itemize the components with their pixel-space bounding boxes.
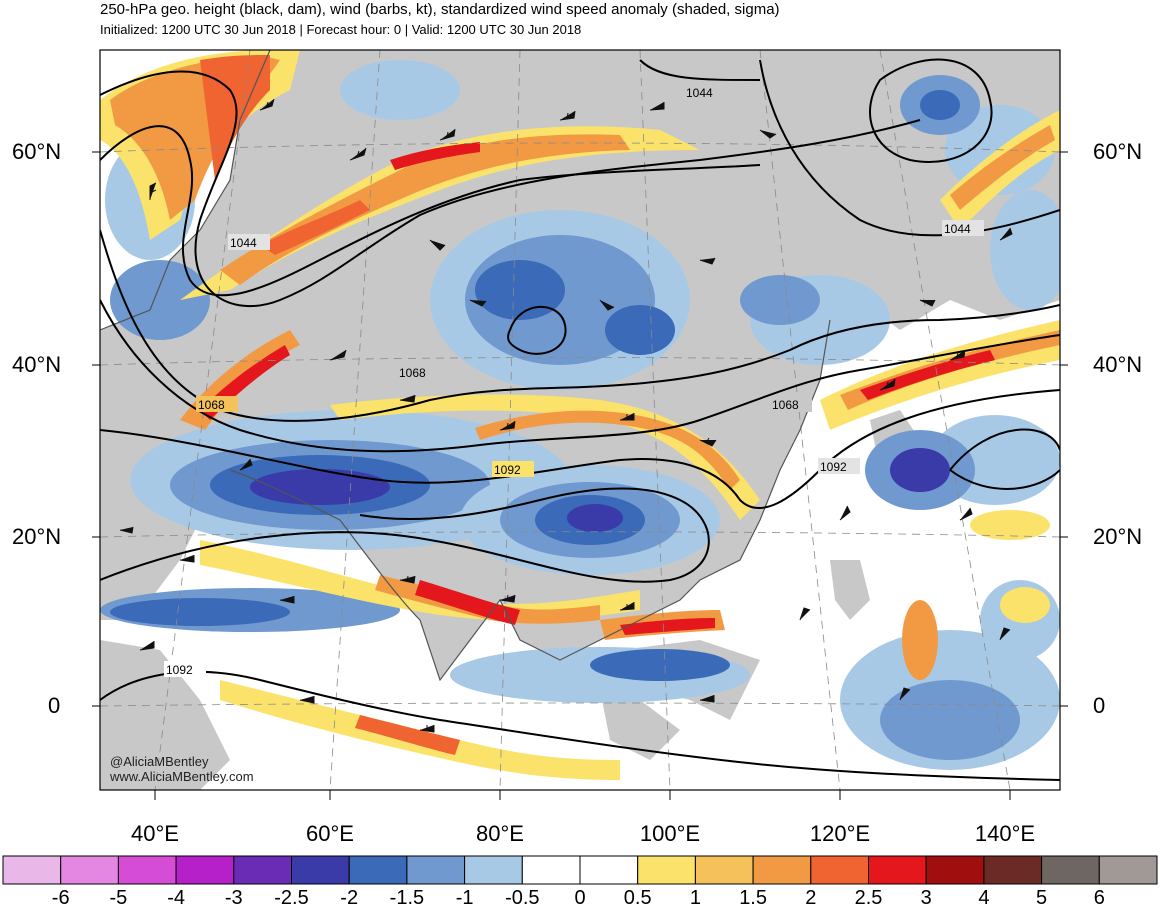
colorbar-tick-label: -5	[109, 887, 128, 909]
colorbar-tick-label: -3	[224, 887, 243, 909]
colorbar-swatch	[233, 855, 293, 885]
lon-label-60e: 60°E	[306, 821, 354, 846]
colorbar-swatch	[983, 855, 1043, 885]
colorbar-swatch	[60, 855, 119, 885]
colorbar-swatch	[694, 855, 754, 885]
colorbar-tick-label: 0.5	[623, 887, 652, 909]
contour-label-1044-west: 1044	[230, 236, 257, 250]
colorbar	[2, 855, 1158, 885]
contour-label-1092-east: 1092	[820, 460, 847, 474]
colorbar-swatch	[868, 855, 927, 885]
height-contours	[100, 58, 1060, 781]
map-title: 250-hPa geo. height (black, dam), wind (…	[100, 1, 780, 18]
colorbar-swatch	[291, 855, 350, 885]
colorbar-tick-label: 1.5	[739, 887, 767, 909]
colorbar-tick-label: 2.5	[854, 887, 883, 909]
colorbar-swatch	[1041, 855, 1100, 885]
lat-label-40n-left: 40°N	[12, 352, 62, 377]
credit-handle: @AliciaMBentley	[110, 754, 209, 769]
colorbar-tick-label: -2	[340, 887, 359, 909]
lat-label-40n-right: 40°N	[1093, 352, 1143, 377]
coastlines	[100, 50, 831, 682]
lon-label-120e: 120°E	[809, 821, 871, 846]
colorbar-tick-label: 6	[1093, 887, 1105, 909]
colorbar-swatch	[348, 855, 408, 885]
colorbar-swatch	[1098, 855, 1158, 885]
colorbar-tick-label: 0	[574, 887, 586, 909]
colorbar-swatch	[175, 855, 235, 885]
credit-website: www.AliciaMBentley.com	[110, 769, 254, 784]
colorbar-swatch	[464, 855, 523, 885]
colorbar-tick-label: 4	[978, 887, 990, 909]
colorbar-swatch	[810, 855, 869, 885]
contour-label-1044-north: 1044	[686, 86, 713, 100]
colorbar-swatch	[521, 855, 581, 885]
axis-ticks	[92, 151, 1068, 800]
map-panel: 1044 1044 1044 1068 1068 1068 1092 1092 …	[100, 50, 1060, 790]
lat-label-0-left: 0	[48, 693, 61, 718]
colorbar-swatch	[117, 855, 177, 885]
contour-labels: 1044 1044 1044 1068 1068 1068 1092 1092 …	[164, 84, 984, 677]
contour-label-1068-west: 1068	[198, 398, 225, 412]
contour-label-1068-central: 1068	[399, 366, 426, 380]
colorbar-swatch	[579, 855, 639, 885]
map-subtitle: Initialized: 1200 UTC 30 Jun 2018 | Fore…	[100, 22, 582, 37]
contour-label-1092-south: 1092	[166, 663, 193, 677]
colorbar-tick-label: -4	[167, 887, 185, 909]
colorbar-swatch	[406, 855, 466, 885]
colorbar-tick-label: -0.5	[505, 887, 540, 909]
colorbar-tick-label: 2	[805, 887, 817, 909]
lat-label-60n-right: 60°N	[1093, 139, 1143, 164]
colorbar-tick-label: 1	[689, 887, 701, 909]
lat-label-20n-right: 20°N	[1093, 524, 1143, 549]
contour-label-1068-east: 1068	[772, 398, 799, 412]
wind-barbs	[119, 98, 1013, 733]
lon-label-80e: 80°E	[476, 821, 524, 846]
colorbar-tick-label: -1.5	[389, 887, 425, 909]
lon-label-140e: 140°E	[974, 821, 1036, 846]
lat-label-20n-left: 20°N	[12, 524, 62, 549]
colorbar-tick-label: 3	[920, 887, 932, 909]
lat-label-60n-left: 60°N	[12, 139, 62, 164]
contour-label-1044-east: 1044	[944, 222, 971, 236]
colorbar-tick-label: 5	[1036, 887, 1048, 909]
map-frame	[99, 49, 1061, 791]
colorbar-swatch	[637, 855, 696, 885]
lon-label-100e: 100°E	[639, 821, 701, 846]
colorbar-tick-label: -2.5	[274, 887, 309, 909]
colorbar-swatch	[752, 855, 812, 885]
lon-label-40e: 40°E	[131, 821, 179, 846]
colorbar-tick-label: -1	[455, 887, 474, 909]
contour-label-1092-central: 1092	[494, 463, 521, 477]
colorbar-swatch	[2, 855, 62, 885]
colorbar-tick-label: -6	[51, 887, 70, 909]
lat-label-0-right: 0	[1093, 693, 1106, 718]
colorbar-swatch	[925, 855, 985, 885]
